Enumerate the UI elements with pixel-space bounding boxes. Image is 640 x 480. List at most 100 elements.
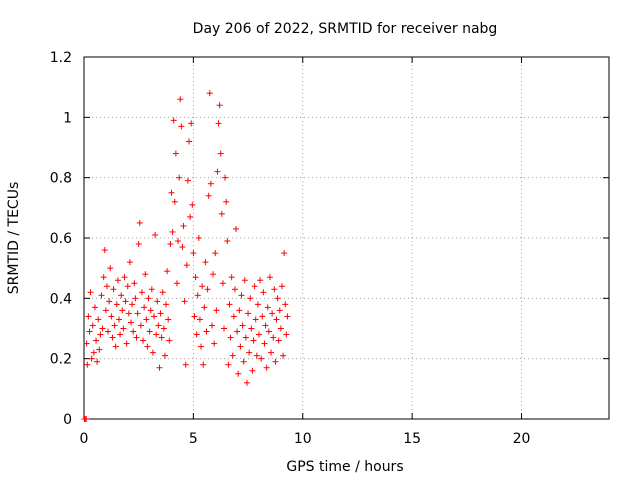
data-point [229,352,236,359]
data-point [284,313,291,320]
data-point [93,337,100,344]
data-point [271,286,278,293]
data-point [95,316,102,323]
data-point [156,364,163,371]
data-point [195,235,202,241]
x-tick-label: 10 [294,431,312,447]
y-tick-label: 0.4 [50,291,72,307]
data-point [190,250,197,257]
data-point [275,337,282,344]
data-point [254,301,261,308]
data-point [122,298,129,305]
data-point [208,322,215,329]
data-point [248,325,255,332]
data-point [276,307,283,314]
data-point [192,274,199,281]
data-point [157,310,164,317]
data-point [262,322,269,329]
data-point [194,292,201,299]
data-point [137,322,144,329]
data-point [221,325,227,332]
data-point [182,361,189,368]
data-point [148,286,155,293]
data-point [102,307,109,314]
y-tick-label: 0.6 [50,231,72,247]
data-point [158,334,165,341]
data-point [235,370,242,377]
data-point [227,334,234,341]
axis-ticks: 0 5 10 15 20 0 0.2 0.4 0.6 0.8 1 1.2 [50,50,609,447]
data-point [172,150,179,157]
data-point [118,292,125,299]
data-point [112,343,119,350]
data-point [164,268,171,275]
data-point [105,328,112,335]
data-point [87,289,94,296]
data-point [152,231,159,238]
data-point [266,274,273,281]
data-point [84,361,91,368]
data-point [86,328,93,335]
data-point [211,340,218,347]
data-point [97,331,104,338]
data-point [222,174,229,181]
data-point [243,379,250,386]
data-point [280,352,287,359]
data-point [256,331,262,338]
data-point [196,316,203,323]
data-point [142,271,149,278]
data-point [121,274,128,281]
data-point [178,123,185,130]
data-point [173,280,180,287]
data-point [283,331,290,338]
data-point [252,316,259,323]
data-point [133,334,140,341]
data-point [218,210,225,217]
data-point [228,274,235,281]
x-tick-label: 0 [80,431,89,447]
data-point [176,174,183,181]
data-point [89,322,96,329]
data-point [269,310,276,317]
data-point [240,358,247,365]
data-point [215,120,222,127]
data-point [230,313,237,320]
plot-frame [83,56,610,420]
data-point [159,289,166,296]
data-point [237,343,244,350]
y-tick-label: 0.8 [50,171,72,187]
data-point [100,274,107,281]
data-point [260,289,267,296]
data-point [153,331,160,338]
data-point [202,259,209,266]
data-point [144,343,151,350]
data-point [145,295,152,302]
data-point [143,316,150,323]
data-point [99,325,106,332]
data-point [223,198,230,205]
data-point [155,322,162,329]
data-point [163,301,170,308]
data-point [191,313,198,320]
data-point [94,358,101,365]
data-point [273,316,280,323]
data-point [132,295,139,302]
data-point [120,325,127,332]
data-point [134,310,141,317]
data-point [213,307,220,314]
data-point [119,307,126,314]
data-point [212,250,219,257]
data-point [141,304,148,311]
data-point [167,241,174,248]
data-point [183,262,190,269]
data-point [224,238,231,245]
data-point [188,120,195,127]
data-point [186,138,192,145]
data-point [131,280,138,287]
data-point [219,280,226,287]
data-point [109,334,116,341]
data-point [210,271,217,278]
data-point [226,301,233,308]
x-tick-label: 20 [513,431,531,447]
